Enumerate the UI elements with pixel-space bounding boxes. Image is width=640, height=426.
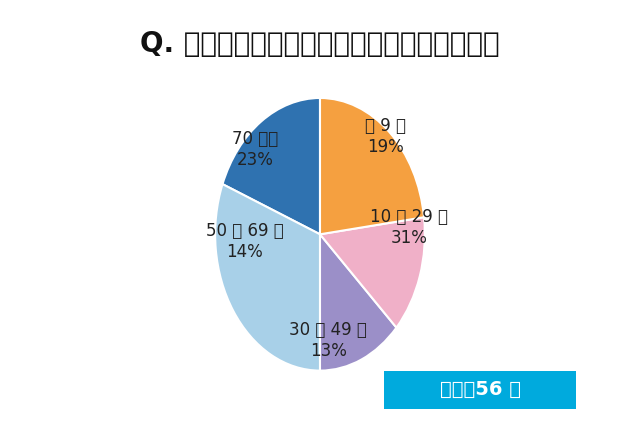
Text: 70 冊～
23%: 70 冊～ 23%	[232, 130, 278, 169]
Text: Q. 子供が年間に読む本は何冊くらいですか？: Q. 子供が年間に読む本は何冊くらいですか？	[140, 30, 500, 58]
Text: 50 ～ 69 冊
14%: 50 ～ 69 冊 14%	[205, 222, 284, 261]
Text: ～ 9 冊
19%: ～ 9 冊 19%	[365, 117, 406, 155]
Wedge shape	[320, 217, 425, 328]
Wedge shape	[320, 234, 396, 371]
Wedge shape	[223, 98, 320, 234]
Wedge shape	[215, 184, 320, 371]
Wedge shape	[320, 98, 424, 234]
Text: 平均：56 冊: 平均：56 冊	[440, 380, 520, 399]
Text: 10 ～ 29 冊
31%: 10 ～ 29 冊 31%	[370, 208, 448, 247]
Text: 30 ～ 49 冊
13%: 30 ～ 49 冊 13%	[289, 321, 367, 360]
